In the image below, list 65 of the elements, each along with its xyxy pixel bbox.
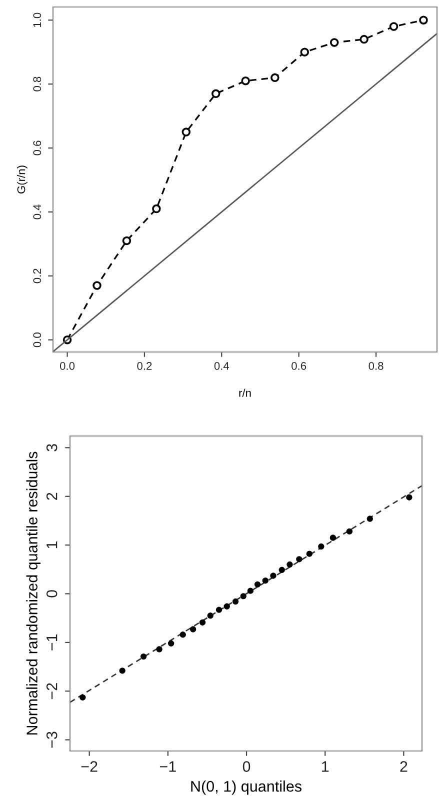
point xyxy=(318,543,324,550)
x-tick-label: 0.4 xyxy=(214,362,230,370)
y-tick-label: 1 xyxy=(46,542,58,548)
point xyxy=(366,516,373,522)
point xyxy=(300,48,310,56)
y-tick-label: 1.0 xyxy=(33,12,42,27)
point xyxy=(306,550,312,557)
y-tick-label: −2 xyxy=(46,683,58,700)
point xyxy=(199,619,206,626)
y-axis-title: G(r/n) xyxy=(17,166,28,194)
point xyxy=(216,606,222,613)
x-tick-label: −2 xyxy=(81,761,98,772)
y-tick-label: −1 xyxy=(46,634,58,650)
point xyxy=(182,128,191,136)
point xyxy=(346,528,353,535)
point xyxy=(207,612,214,619)
y-tick-label: 0.4 xyxy=(33,204,42,220)
point xyxy=(92,281,102,290)
y-tick-label: 0.2 xyxy=(33,268,42,284)
y-tick-label: 2 xyxy=(46,492,58,500)
x-tick-label: 2 xyxy=(400,761,408,772)
point xyxy=(140,653,147,660)
point xyxy=(180,632,186,638)
x-tick-label: 0.0 xyxy=(60,362,75,370)
point xyxy=(254,581,261,588)
point xyxy=(406,494,412,500)
point xyxy=(286,561,293,568)
point xyxy=(296,556,302,562)
point xyxy=(241,76,250,86)
point xyxy=(330,534,336,541)
y-tick-label: 3 xyxy=(46,444,58,452)
point xyxy=(232,598,239,605)
point xyxy=(360,34,368,44)
x-axis-title: r/n xyxy=(239,388,251,397)
x-tick-label: 0.8 xyxy=(368,362,384,370)
x-tick-label: 1 xyxy=(322,761,329,772)
y-axis-title: Normalized randomized quantile residuals xyxy=(26,452,40,734)
point xyxy=(389,22,398,31)
point xyxy=(152,204,161,214)
x-tick-label: 0 xyxy=(242,761,250,772)
y-tick-label: 0.0 xyxy=(33,332,42,348)
y-tick-label: −3 xyxy=(46,732,58,748)
point xyxy=(119,668,126,674)
point xyxy=(330,38,339,47)
point xyxy=(270,73,280,82)
point xyxy=(122,236,132,246)
point xyxy=(168,640,174,647)
x-tick-label: 0.2 xyxy=(137,362,152,370)
point xyxy=(270,572,276,579)
x-tick-label: 0.6 xyxy=(292,362,306,370)
point xyxy=(156,646,162,652)
y-tick-label: 0 xyxy=(46,590,58,598)
point xyxy=(419,16,428,24)
x-axis-title: N(0, 1) quantiles xyxy=(191,780,302,795)
y-tick-label: 0.8 xyxy=(33,76,42,92)
y-tick-label: 0.6 xyxy=(33,140,42,156)
point xyxy=(80,694,86,701)
point xyxy=(190,626,196,632)
point xyxy=(262,578,268,584)
x-tick-label: −1 xyxy=(160,761,176,772)
point xyxy=(278,566,285,573)
point xyxy=(224,603,230,610)
point xyxy=(211,89,220,98)
point xyxy=(247,588,254,594)
point xyxy=(240,593,246,600)
